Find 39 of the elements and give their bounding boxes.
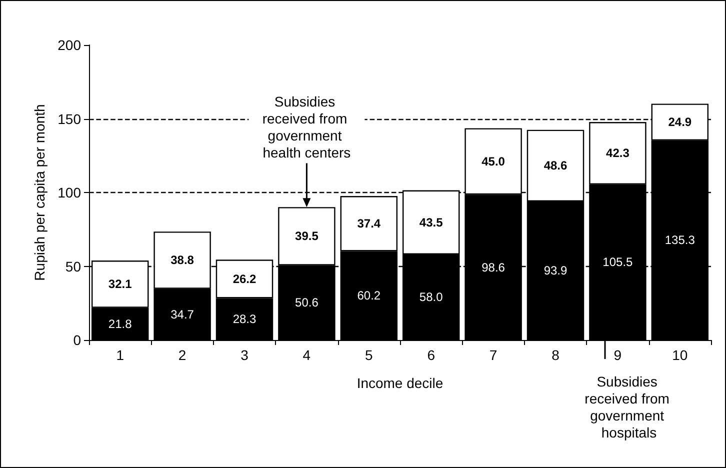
x-tick-label: 1 (116, 347, 124, 363)
data-label: 105.5 (602, 255, 634, 270)
annotation: Subsidies received from government health centers (262, 94, 352, 161)
data-label: 98.6 (482, 260, 506, 274)
y-axis-title: Rupiah per capita per month (32, 104, 48, 281)
data-label: 21.8 (108, 316, 132, 331)
y-tick-label: 50 (65, 258, 82, 274)
data-label: 45.0 (482, 154, 506, 168)
data-label: 58.0 (419, 290, 444, 304)
x-tick-label: 6 (427, 347, 436, 363)
y-tick-label: 150 (58, 110, 82, 127)
x-axis-title: Income decile (356, 375, 444, 391)
x-tick-label: 4 (302, 347, 311, 363)
x-tick-label: 5 (365, 347, 373, 363)
x-tick-label: 8 (552, 347, 560, 363)
x-tick-label: 9 (614, 347, 622, 363)
data-label: 48.6 (544, 158, 568, 173)
data-label: 28.3 (232, 312, 256, 326)
text: Subsidies received from government hospitals (584, 374, 674, 440)
data-label: 39.5 (295, 229, 319, 244)
data-label: 26.2 (232, 272, 256, 286)
x-tick-label: 10 (672, 347, 688, 363)
data-label: 135.3 (664, 233, 696, 248)
data-label: 60.2 (357, 288, 381, 303)
data-label: 93.9 (544, 264, 568, 278)
data-label: 43.5 (419, 215, 444, 230)
data-label: 24.9 (668, 115, 692, 130)
data-label: 34.7 (170, 307, 194, 322)
x-tick-label: 2 (178, 347, 186, 363)
x-tick-label: 3 (240, 347, 249, 363)
x-tick-label: 7 (489, 347, 498, 363)
data-label: 42.3 (606, 146, 630, 160)
data-label: 50.6 (295, 296, 319, 310)
y-tick-label: 200 (58, 37, 82, 53)
y-tick-label: 0 (73, 332, 82, 348)
data-label: 38.8 (170, 253, 194, 268)
data-label: 32.1 (108, 277, 132, 292)
data-label: 37.4 (357, 216, 381, 231)
y-tick-label: 100 (58, 184, 82, 200)
